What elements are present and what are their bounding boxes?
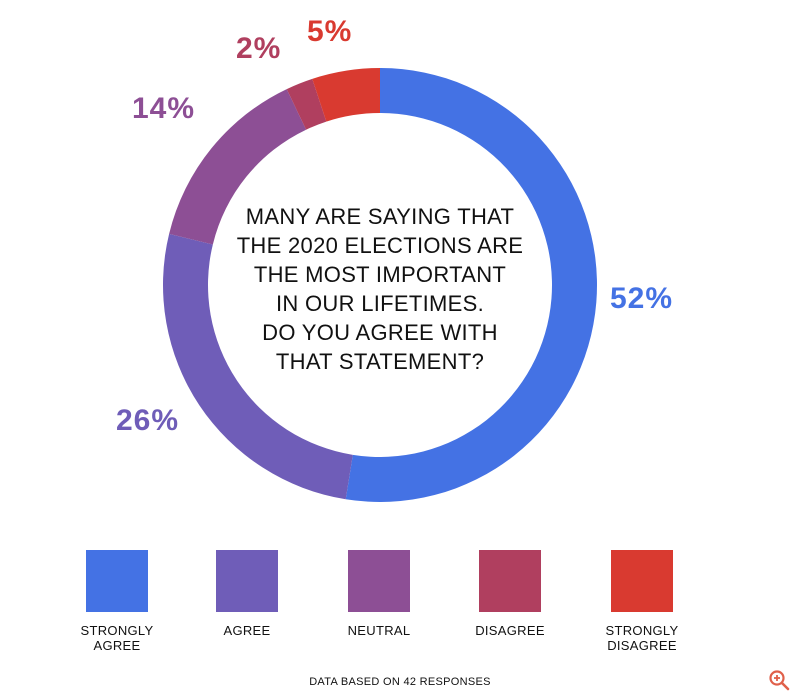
pct-label-strongly-disagree: 5% [307,15,353,48]
zoom-in-icon[interactable] [768,669,790,691]
donut-slice-agree [162,233,353,500]
pct-label-agree: 26% [116,404,180,437]
donut-slice-strongly-agree [345,68,597,502]
legend-label-agree: AGREE [223,623,271,638]
donut-slice-strongly-disagree [312,68,380,122]
legend-label-neutral: NEUTRAL [347,623,411,638]
chart-title: MANY ARE SAYING THAT THE 2020 ELECTIONS … [236,204,524,374]
legend-label-strongly-disagree: STRONGLY DISAGREE [605,623,679,653]
legend-swatch-disagree [479,550,541,612]
legend-label-strongly-agree: STRONGLY AGREE [80,623,154,653]
footnote: DATA BASED ON 42 RESPONSES [309,676,491,688]
pct-label-disagree: 2% [236,32,282,65]
donut-slice-neutral [169,89,307,245]
legend-swatch-strongly-disagree [611,550,673,612]
legend-swatch-agree [216,550,278,612]
legend-swatch-strongly-agree [86,550,148,612]
donut-slice-disagree [286,78,327,130]
legend-label-disagree: DISAGREE [475,623,545,638]
legend-swatch-neutral [348,550,410,612]
pct-label-neutral: 14% [132,92,196,125]
pct-label-strongly-agree: 52% [610,282,674,315]
